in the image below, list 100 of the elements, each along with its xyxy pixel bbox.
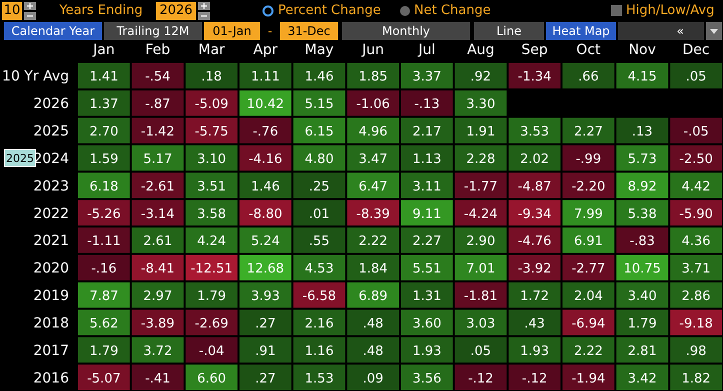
data-label: 3.42 (628, 371, 657, 386)
data-label: -1.34 (518, 70, 552, 85)
data-label: 6.60 (197, 371, 226, 386)
data-label: 2.04 (574, 289, 603, 304)
data-label: 1.46 (250, 179, 280, 194)
data-label: 5.24 (250, 234, 280, 250)
data-label: 2.02 (520, 152, 550, 167)
data-label: 1.79 (197, 289, 226, 304)
data-label: 10.42 (246, 97, 284, 112)
data-label: .55 (308, 234, 330, 250)
data-label: .25 (308, 179, 330, 194)
y-tick-label: 2016 (33, 370, 70, 386)
x-tick-label: Feb (145, 42, 170, 58)
data-label: 1.13 (412, 152, 442, 167)
text: 01-Jan (204, 22, 260, 40)
data-label: -.16 (91, 262, 117, 277)
text: 2025 (4, 148, 36, 167)
data-label: 6.47 (358, 179, 388, 194)
data-label: 6.91 (574, 234, 603, 250)
data-label: 3.37 (412, 70, 442, 85)
x-tick-label: Dec (682, 42, 710, 58)
data-label: -1.06 (356, 97, 390, 112)
data-label: -3.92 (518, 262, 552, 277)
data-label: 1.93 (520, 344, 550, 359)
data-label: 6.18 (89, 179, 118, 194)
text: 31-Dec (280, 22, 338, 40)
data-label: -.83 (630, 234, 655, 250)
data-label: 2.22 (358, 234, 388, 250)
data-label: 4.24 (197, 234, 226, 250)
data-label: 3.60 (412, 316, 442, 332)
y-tick-label: 2025 (33, 124, 69, 140)
data-label: -4.24 (464, 206, 498, 222)
data-label: 3.40 (628, 289, 657, 304)
data-label: -2.50 (679, 152, 713, 167)
data-label: 1.46 (304, 70, 334, 85)
data-label: -2.20 (572, 179, 606, 194)
data-label: 4.96 (358, 124, 388, 140)
data-label: -9.18 (679, 316, 713, 332)
data-label: .13 (632, 124, 653, 140)
data-label: -.12 (468, 371, 494, 386)
data-label: 2.27 (412, 234, 442, 250)
x-tick-label: Aug (467, 42, 494, 58)
y-tick-label: 2020 (33, 260, 69, 277)
data-label: 12.68 (246, 262, 284, 277)
data-label: 5.38 (628, 206, 657, 222)
data-label: -5.09 (194, 97, 228, 112)
data-label: 1.72 (520, 289, 550, 304)
y-tick-label: 2017 (33, 342, 69, 359)
data-label: -.99 (576, 152, 602, 167)
data-label: 5.17 (143, 152, 172, 167)
data-label: 2.90 (466, 234, 496, 250)
data-label: 4.36 (682, 234, 711, 250)
data-label: 3.03 (466, 316, 496, 332)
data-label: -3.89 (140, 316, 175, 332)
data-label: 4.53 (304, 262, 334, 277)
text: 10 (2, 2, 22, 20)
data-label: -1.11 (87, 234, 121, 250)
data-label: -5.26 (87, 206, 121, 222)
data-label: 1.16 (304, 344, 334, 359)
text: Years Ending (58, 2, 144, 20)
data-label: 3.93 (250, 289, 280, 304)
data-label: 6.89 (358, 289, 388, 304)
y-tick-label: 2019 (33, 288, 69, 304)
data-label: 5.62 (89, 316, 118, 332)
data-label: -.76 (252, 124, 278, 140)
data-label: -4.76 (518, 234, 552, 250)
y-tick-label: 2021 (33, 233, 69, 250)
data-label: 7.01 (466, 262, 496, 277)
y-tick-label: 2018 (33, 315, 69, 332)
data-label: .91 (255, 344, 276, 359)
data-label: 3.71 (682, 262, 711, 277)
data-label: 4.80 (304, 152, 334, 167)
data-label: -1.81 (464, 289, 498, 304)
data-label: -1.77 (464, 179, 498, 194)
data-label: 5.15 (304, 97, 334, 112)
data-label: -12.51 (190, 262, 233, 277)
data-label: 2.27 (574, 124, 603, 140)
data-label: 1.84 (358, 262, 388, 277)
data-label: -.04 (198, 344, 224, 359)
data-label: .98 (686, 344, 706, 359)
text: Trailing 12M (104, 22, 202, 40)
data-label: -.05 (683, 124, 709, 140)
x-tick-label: Jan (92, 42, 115, 58)
data-label: -.41 (145, 371, 170, 386)
data-label: 1.59 (89, 152, 118, 167)
data-label: .43 (524, 316, 545, 332)
data-label: -.87 (145, 97, 170, 112)
data-label: -.12 (522, 371, 548, 386)
data-label: 3.51 (197, 179, 226, 194)
data-label: 2.16 (304, 316, 334, 332)
data-label: -4.16 (248, 152, 282, 167)
data-label: 9.11 (412, 206, 442, 222)
text: « (618, 22, 704, 40)
data-label: 1.93 (412, 344, 442, 359)
data-label: -8.39 (356, 206, 390, 222)
text: Monthly (342, 22, 470, 40)
x-tick-label: Jul (417, 42, 436, 58)
data-label: -2.61 (140, 179, 175, 194)
data-label: .66 (578, 70, 599, 85)
data-label: .01 (308, 206, 330, 222)
